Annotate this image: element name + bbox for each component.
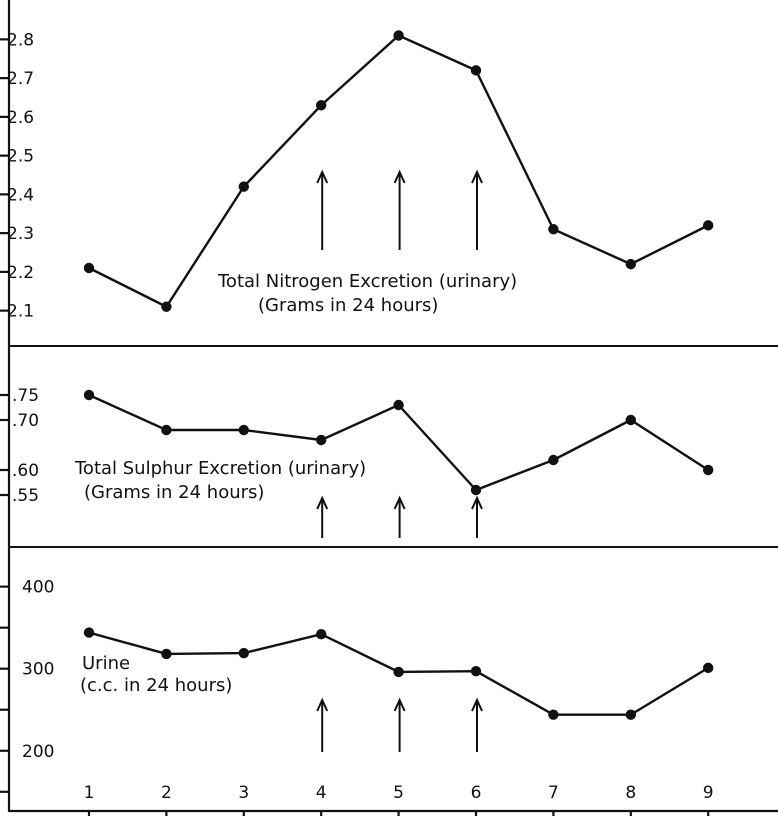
arrow-head — [316, 495, 329, 510]
y-tick-label: 2.6 — [7, 108, 34, 128]
data-point — [625, 414, 636, 426]
y-tick-label: 2.2 — [7, 263, 34, 283]
x-tick-label: 7 — [548, 783, 559, 803]
data-point — [238, 424, 249, 436]
arrow-head — [316, 169, 329, 184]
arrow-head — [471, 495, 483, 510]
y-tick-label: 200 — [22, 742, 54, 762]
data-point — [316, 629, 327, 640]
y-tick-label: 2.4 — [7, 185, 34, 205]
y-tick-label: 400 — [22, 578, 54, 598]
arrow-head — [393, 697, 406, 712]
data-point — [470, 665, 482, 677]
x-axis: 1 2 3 4 5 6 7 8 9 — [84, 783, 714, 816]
panel-2: .55 .60 .70 .75 Total Sulphur Excretion (uri… — [0, 386, 714, 538]
panel-caption: Total Nitrogen Excretion (urinary) — [217, 271, 517, 292]
data-point — [470, 484, 482, 496]
data-point — [548, 224, 559, 235]
arrow-head — [316, 697, 329, 712]
arrow-head — [471, 697, 483, 712]
data-point — [161, 424, 172, 436]
data-point — [393, 399, 404, 411]
x-tick-label: 6 — [471, 783, 482, 803]
data-point — [703, 662, 714, 674]
y-tick-label: 2.8 — [7, 30, 34, 50]
y-tick-label: .55 — [12, 486, 39, 506]
data-point — [625, 709, 636, 720]
y-tick-label: 2.1 — [7, 302, 34, 322]
data-point — [625, 258, 636, 270]
data-point — [238, 181, 249, 192]
x-tick-label: 2 — [161, 783, 172, 803]
arrow-head — [471, 169, 483, 184]
data-point — [161, 648, 172, 660]
x-tick-label: 5 — [393, 783, 404, 803]
x-tick-label: 1 — [84, 783, 95, 803]
x-tick-label: 3 — [238, 783, 249, 803]
data-point — [393, 666, 404, 678]
data-point — [83, 627, 95, 638]
arrow-head — [393, 495, 406, 510]
data-point — [548, 454, 559, 466]
data-point — [83, 262, 95, 274]
y-tick-label: .75 — [12, 386, 39, 406]
y-tick-label: 2.3 — [7, 224, 34, 244]
data-point — [703, 220, 714, 231]
y-tick-label: 2.5 — [7, 147, 34, 167]
y-tick-label: .60 — [12, 461, 39, 481]
data-point — [548, 709, 559, 720]
panel-caption: (Grams in 24 hours) — [84, 482, 264, 503]
panel-3: 200 300 400 Urine(c.c. in 24 hours) — [0, 578, 714, 793]
panel-1: 2.1 2.2 2.3 2.4 2.5 2.6 2.7 2.8 Total Nitrogen E… — [0, 30, 714, 322]
data-point — [161, 301, 172, 312]
data-point — [470, 65, 482, 76]
x-tick-label: 8 — [625, 783, 636, 803]
panel-caption: (c.c. in 24 hours) — [80, 675, 232, 696]
data-point — [703, 464, 714, 476]
panel-caption: Total Sulphur Excretion (urinary) — [74, 458, 366, 479]
y-tick-label: 2.7 — [7, 69, 34, 89]
y-tick-label: 300 — [22, 660, 54, 680]
panel-caption: Urine — [82, 653, 130, 674]
x-tick-label: 4 — [316, 783, 327, 803]
x-tick-label: 9 — [703, 783, 714, 803]
panel-caption: (Grams in 24 hours) — [258, 295, 438, 316]
series-line — [88, 34, 709, 308]
data-point — [316, 434, 327, 446]
data-point — [393, 30, 404, 41]
y-tick-label: .70 — [12, 411, 39, 431]
data-point — [316, 100, 327, 111]
data-point — [238, 647, 249, 659]
arrow-head — [393, 169, 406, 184]
data-point — [83, 389, 95, 401]
